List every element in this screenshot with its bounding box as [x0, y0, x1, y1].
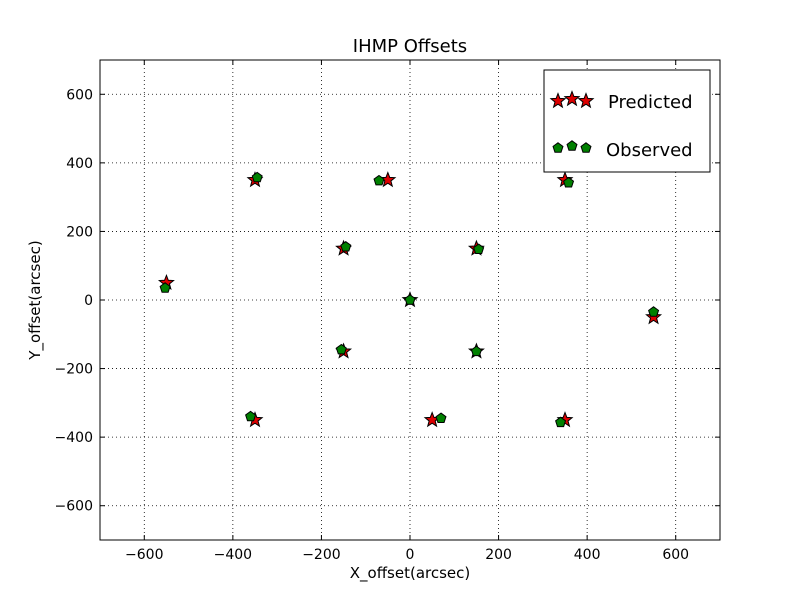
- legend-box: [543, 69, 711, 173]
- observed-point: [555, 416, 567, 428]
- legend-marker-predicted: [577, 92, 595, 109]
- x-tick-label: 0: [406, 547, 415, 563]
- legend-marker-predicted: [549, 92, 567, 109]
- y-tick-label: −200: [55, 362, 93, 378]
- series-layer: [157, 171, 663, 428]
- x-tick-label: −600: [125, 547, 163, 563]
- observed-point: [159, 282, 171, 293]
- x-axis-label: X_offset(arcsec): [350, 564, 470, 583]
- y-tick-label: 400: [66, 156, 93, 172]
- x-tick-label: 600: [662, 547, 689, 563]
- y-tick-label: 600: [66, 87, 93, 103]
- observed-point: [251, 171, 263, 183]
- observed-point: [404, 294, 416, 305]
- observed-point: [470, 345, 482, 357]
- y-tick-label: 0: [84, 293, 93, 309]
- observed-point: [473, 243, 485, 254]
- legend-marker-observed: [566, 140, 578, 151]
- x-tick-label: −200: [302, 547, 340, 563]
- y-tick-label: −600: [55, 499, 93, 515]
- y-tick-label: −400: [55, 430, 93, 446]
- observed-point: [335, 343, 347, 355]
- y-axis-label: Y_offset(arcsec): [26, 240, 45, 360]
- legend-markers: [549, 90, 595, 153]
- axis-ticks: −600 −400 −200 0 200 400 600 −600 −400 −200 0 200 40…: [55, 60, 720, 563]
- observed-point: [373, 174, 385, 186]
- x-tick-label: −400: [214, 547, 252, 563]
- x-tick-label: 400: [574, 547, 601, 563]
- legend-label-observed: Observed: [606, 140, 693, 161]
- chart-title: IHMP Offsets: [353, 36, 467, 57]
- series-observed: [159, 171, 660, 428]
- legend-label-predicted: Predicted: [608, 92, 693, 113]
- legend: Predicted Observed: [543, 69, 711, 173]
- observed-point: [648, 306, 660, 317]
- x-tick-label: 200: [485, 547, 512, 563]
- legend-marker-predicted: [563, 90, 581, 107]
- legend-marker-observed: [580, 142, 592, 153]
- y-tick-label: 200: [66, 224, 93, 240]
- legend-marker-observed: [552, 142, 564, 153]
- observed-point: [245, 410, 257, 422]
- observed-point: [563, 176, 575, 188]
- observed-point: [340, 241, 352, 252]
- observed-point: [435, 412, 447, 423]
